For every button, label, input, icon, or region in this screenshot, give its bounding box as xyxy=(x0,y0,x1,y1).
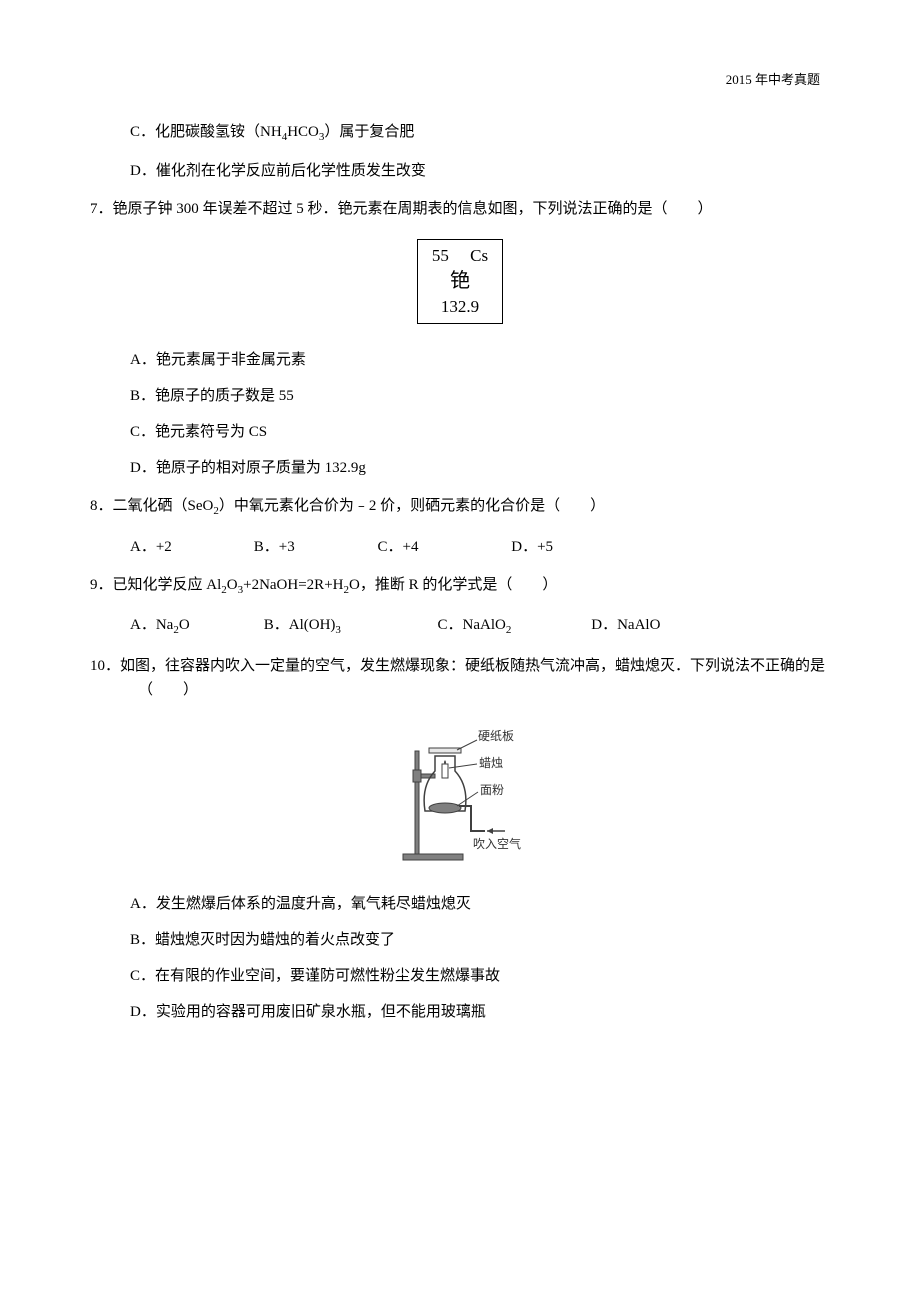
q8-option-d: D．+5 xyxy=(511,535,631,559)
q9-option-d: D．NaAlO xyxy=(591,613,711,637)
diagram-label-air: 吹入空气 xyxy=(473,836,521,851)
q9-option-b: B．Al(OH)3 xyxy=(264,613,434,640)
q9-option-c: C．NaAlO2 xyxy=(438,613,588,640)
element-name: 铯 xyxy=(432,267,488,295)
q10-option-a: A．发生燃爆后体系的温度升高，氧气耗尽蜡烛熄灭 xyxy=(130,892,830,916)
q10-stem: 10．如图，往容器内吹入一定量的空气，发生燃爆现象：硬纸板随热气流冲高，蜡烛熄灭… xyxy=(90,654,830,702)
q8-option-c: C．+4 xyxy=(378,535,508,559)
q10-option-c: C．在有限的作业空间，要谨防可燃性粉尘发生燃爆事故 xyxy=(130,964,830,988)
q6-option-c: C．化肥碳酸氢铵（NH4HCO3）属于复合肥 xyxy=(130,120,830,147)
q9-option-a: A．Na2O xyxy=(130,613,260,640)
q9-stem: 9．已知化学反应 Al2O3+2NaOH=2R+H2O，推断 R 的化学式是（ … xyxy=(90,573,830,600)
q7-stem: 7．铯原子钟 300 年误差不超过 5 秒．铯元素在周期表的信息如图，下列说法正… xyxy=(90,197,830,221)
element-symbol: Cs xyxy=(470,246,488,265)
q8-option-b: B．+3 xyxy=(254,535,374,559)
q10-option-b: B．蜡烛熄灭时因为蜡烛的着火点改变了 xyxy=(130,928,830,952)
q10-diagram: 硬纸板 蜡烛 面粉 吹入空气 xyxy=(90,716,830,874)
q8-option-a: A．+2 xyxy=(130,535,250,559)
element-atomic-number: 55 xyxy=(432,246,449,265)
diagram-label-board: 硬纸板 xyxy=(478,729,514,743)
page-header: 2015 年中考真题 xyxy=(726,70,820,91)
q7-element-box: 55 Cs 铯 132.9 xyxy=(90,239,830,325)
q7-option-a: A．铯元素属于非金属元素 xyxy=(130,348,830,372)
element-mass: 132.9 xyxy=(432,295,488,319)
q6-option-d: D．催化剂在化学反应前后化学性质发生改变 xyxy=(130,159,830,183)
document-body: C．化肥碳酸氢铵（NH4HCO3）属于复合肥 D．催化剂在化学反应前后化学性质发… xyxy=(90,120,830,1024)
diagram-label-flour: 面粉 xyxy=(480,783,504,797)
q10-option-d: D．实验用的容器可用废旧矿泉水瓶，但不能用玻璃瓶 xyxy=(130,1000,830,1024)
q8-options: A．+2 B．+3 C．+4 D．+5 xyxy=(130,535,830,559)
q7-option-c: C．铯元素符号为 CS xyxy=(130,420,830,444)
q9-options: A．Na2O B．Al(OH)3 C．NaAlO2 D．NaAlO xyxy=(130,613,830,640)
q8-stem: 8．二氧化硒（SeO2）中氧元素化合价为﹣2 价，则硒元素的化合价是（ ） xyxy=(90,494,830,521)
q7-option-b: B．铯原子的质子数是 55 xyxy=(130,384,830,408)
q7-option-d: D．铯原子的相对原子质量为 132.9g xyxy=(130,456,830,480)
diagram-label-candle: 蜡烛 xyxy=(479,756,503,770)
